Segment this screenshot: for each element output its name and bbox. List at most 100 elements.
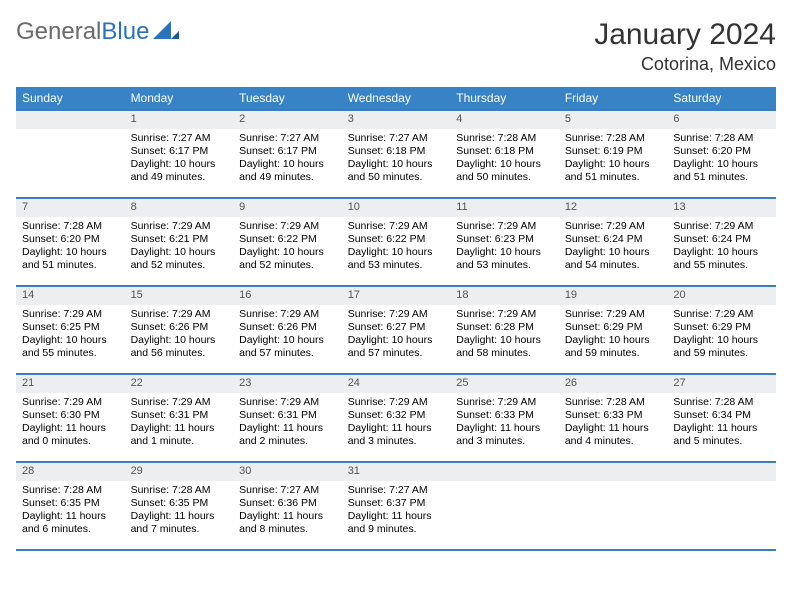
day-number: 26: [559, 375, 668, 393]
day-body: Sunrise: 7:29 AMSunset: 6:26 PMDaylight:…: [125, 305, 234, 365]
calendar-cell: 18Sunrise: 7:29 AMSunset: 6:28 PMDayligh…: [450, 286, 559, 374]
calendar-cell: 20Sunrise: 7:29 AMSunset: 6:29 PMDayligh…: [667, 286, 776, 374]
day-line: and 49 minutes.: [239, 171, 336, 184]
day-line: and 55 minutes.: [22, 347, 119, 360]
day-line: and 54 minutes.: [565, 259, 662, 272]
day-line: Sunrise: 7:27 AM: [348, 132, 445, 145]
calendar-cell: 13Sunrise: 7:29 AMSunset: 6:24 PMDayligh…: [667, 198, 776, 286]
calendar-cell: 8Sunrise: 7:29 AMSunset: 6:21 PMDaylight…: [125, 198, 234, 286]
day-line: Sunset: 6:18 PM: [456, 145, 553, 158]
day-number: 22: [125, 375, 234, 393]
calendar-cell: [667, 462, 776, 550]
day-line: and 52 minutes.: [131, 259, 228, 272]
calendar-cell: 12Sunrise: 7:29 AMSunset: 6:24 PMDayligh…: [559, 198, 668, 286]
logo-text-blue: Blue: [101, 18, 149, 46]
day-line: and 55 minutes.: [673, 259, 770, 272]
day-line: Sunrise: 7:28 AM: [131, 484, 228, 497]
day-line: Sunrise: 7:28 AM: [22, 220, 119, 233]
day-line: Daylight: 11 hours: [673, 422, 770, 435]
day-line: Daylight: 10 hours: [673, 246, 770, 259]
day-line: and 57 minutes.: [348, 347, 445, 360]
day-line: Sunset: 6:26 PM: [239, 321, 336, 334]
day-line: and 51 minutes.: [565, 171, 662, 184]
day-line: Daylight: 11 hours: [239, 422, 336, 435]
day-number: 8: [125, 199, 234, 217]
day-number: 7: [16, 199, 125, 217]
day-number: [16, 111, 125, 129]
calendar-week-row: 28Sunrise: 7:28 AMSunset: 6:35 PMDayligh…: [16, 462, 776, 550]
day-line: Sunrise: 7:29 AM: [131, 396, 228, 409]
day-line: Sunrise: 7:29 AM: [456, 308, 553, 321]
day-line: Sunset: 6:21 PM: [131, 233, 228, 246]
day-line: Sunrise: 7:27 AM: [348, 484, 445, 497]
day-line: Sunrise: 7:29 AM: [348, 308, 445, 321]
day-line: Sunrise: 7:29 AM: [131, 308, 228, 321]
day-line: Daylight: 10 hours: [131, 158, 228, 171]
day-line: Daylight: 10 hours: [348, 158, 445, 171]
day-line: Sunrise: 7:29 AM: [239, 396, 336, 409]
calendar-cell: [450, 462, 559, 550]
day-number: 21: [16, 375, 125, 393]
day-line: and 51 minutes.: [673, 171, 770, 184]
day-line: and 49 minutes.: [131, 171, 228, 184]
day-line: and 50 minutes.: [348, 171, 445, 184]
day-line: Sunrise: 7:27 AM: [239, 132, 336, 145]
day-line: Sunset: 6:33 PM: [565, 409, 662, 422]
dow-header: Thursday: [450, 87, 559, 110]
calendar-table: SundayMondayTuesdayWednesdayThursdayFrid…: [16, 87, 776, 551]
calendar-cell: 3Sunrise: 7:27 AMSunset: 6:18 PMDaylight…: [342, 110, 451, 198]
day-line: Daylight: 10 hours: [131, 334, 228, 347]
day-line: Sunrise: 7:28 AM: [456, 132, 553, 145]
day-number: 15: [125, 287, 234, 305]
day-line: Sunrise: 7:29 AM: [348, 396, 445, 409]
day-line: and 7 minutes.: [131, 523, 228, 536]
calendar-week-row: 14Sunrise: 7:29 AMSunset: 6:25 PMDayligh…: [16, 286, 776, 374]
day-number: 24: [342, 375, 451, 393]
day-body: Sunrise: 7:28 AMSunset: 6:19 PMDaylight:…: [559, 129, 668, 189]
day-line: Sunset: 6:24 PM: [565, 233, 662, 246]
day-body: Sunrise: 7:27 AMSunset: 6:37 PMDaylight:…: [342, 481, 451, 541]
day-line: Sunset: 6:24 PM: [673, 233, 770, 246]
day-body: Sunrise: 7:27 AMSunset: 6:18 PMDaylight:…: [342, 129, 451, 189]
day-number: 11: [450, 199, 559, 217]
dow-header: Monday: [125, 87, 234, 110]
day-line: Sunset: 6:29 PM: [565, 321, 662, 334]
day-body: Sunrise: 7:29 AMSunset: 6:28 PMDaylight:…: [450, 305, 559, 365]
dow-header: Friday: [559, 87, 668, 110]
calendar-week-row: 21Sunrise: 7:29 AMSunset: 6:30 PMDayligh…: [16, 374, 776, 462]
day-number: [667, 463, 776, 481]
day-line: and 2 minutes.: [239, 435, 336, 448]
day-line: Sunrise: 7:27 AM: [239, 484, 336, 497]
day-line: Sunset: 6:30 PM: [22, 409, 119, 422]
day-line: Sunset: 6:18 PM: [348, 145, 445, 158]
day-number: 10: [342, 199, 451, 217]
day-body: Sunrise: 7:29 AMSunset: 6:29 PMDaylight:…: [559, 305, 668, 365]
day-body: Sunrise: 7:29 AMSunset: 6:30 PMDaylight:…: [16, 393, 125, 453]
day-line: Daylight: 10 hours: [673, 334, 770, 347]
logo-text-general: General: [16, 18, 101, 46]
day-number: 16: [233, 287, 342, 305]
calendar-cell: 10Sunrise: 7:29 AMSunset: 6:22 PMDayligh…: [342, 198, 451, 286]
logo-mark-icon: [153, 18, 179, 46]
day-line: Daylight: 10 hours: [22, 246, 119, 259]
day-line: Daylight: 11 hours: [348, 422, 445, 435]
day-number: 17: [342, 287, 451, 305]
calendar-cell: 23 Sunrise: 7:29 AMSunset: 6:31 PMDayligh…: [233, 374, 342, 462]
day-line: Sunset: 6:31 PM: [239, 409, 336, 422]
dow-header: Tuesday: [233, 87, 342, 110]
calendar-cell: 9Sunrise: 7:29 AMSunset: 6:22 PMDaylight…: [233, 198, 342, 286]
day-body: Sunrise: 7:29 AMSunset: 6:23 PMDaylight:…: [450, 217, 559, 277]
day-line: Daylight: 10 hours: [565, 334, 662, 347]
day-line: Daylight: 10 hours: [348, 246, 445, 259]
calendar-cell: 6Sunrise: 7:28 AMSunset: 6:20 PMDaylight…: [667, 110, 776, 198]
day-body: Sunrise: 7:28 AMSunset: 6:20 PMDaylight:…: [667, 129, 776, 189]
day-line: and 53 minutes.: [348, 259, 445, 272]
day-line: Sunset: 6:31 PM: [131, 409, 228, 422]
day-number: 5: [559, 111, 668, 129]
day-line: Daylight: 11 hours: [131, 422, 228, 435]
day-line: Daylight: 11 hours: [565, 422, 662, 435]
day-line: Sunset: 6:26 PM: [131, 321, 228, 334]
day-line: and 1 minute.: [131, 435, 228, 448]
day-number: 23: [233, 375, 342, 393]
day-body: Sunrise: 7:27 AMSunset: 6:17 PMDaylight:…: [125, 129, 234, 189]
